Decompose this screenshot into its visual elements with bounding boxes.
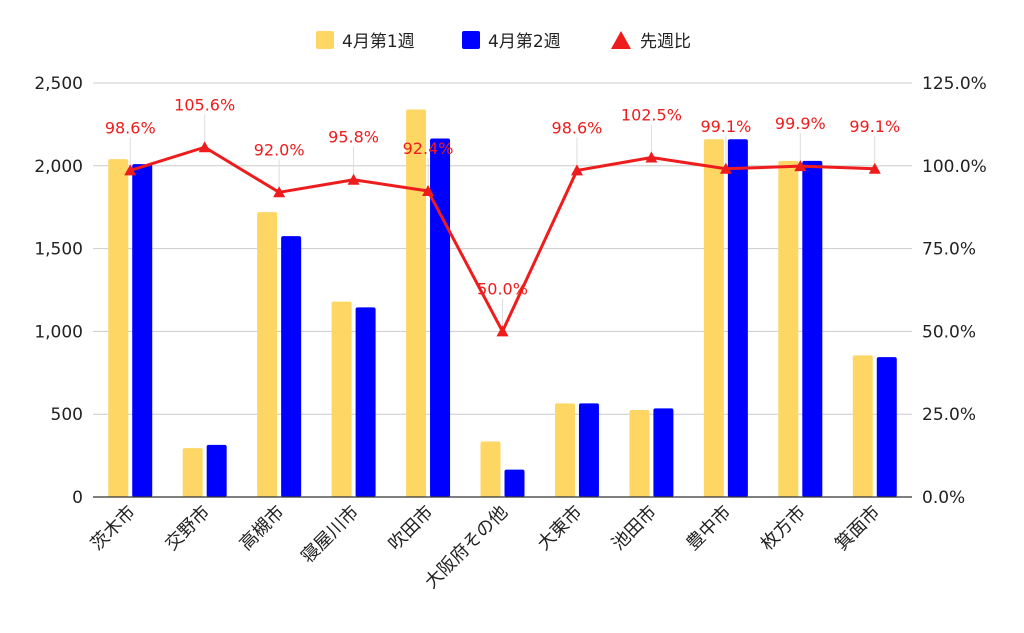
bar-week2 [430,138,451,497]
bar-week1 [480,441,501,497]
axes: 0 0.0% 500 25.0% 1,000 50.0% 1,500 75.0% 2,000 10… [34,74,987,593]
bar-week2 [578,403,599,497]
bar-week1 [852,355,873,497]
bar-week1 [406,109,427,497]
bar-week2 [206,444,227,497]
bar-week1 [554,403,575,497]
legend-label-week2: 4月第2週 [488,32,561,52]
category-label: 池田市 [608,502,661,555]
ratio-point-marker [422,184,435,196]
category-label: 箕面市 [831,502,884,555]
left-axis-tick-label: 1,000 [34,322,83,342]
bar-week2 [504,469,525,497]
ratio-line-series: 98.6% 105.6% 92.0% 95.8% 92.4% 50.0% 98.6% 102.… [105,95,900,337]
legend-swatch-week1 [316,31,334,49]
ratio-data-label: 98.6% [552,118,603,137]
bar-week2 [281,236,302,497]
legend-label-week1: 4月第1週 [342,32,415,52]
bar-week2 [653,408,674,497]
bar-week2 [355,307,376,497]
category-label: 寝屋川市 [297,502,363,568]
bar-week1 [703,139,724,497]
bar-week2 [132,164,153,498]
right-axis-tick-label: 50.0% [922,322,976,342]
category-label: 大東市 [533,502,586,555]
category-label: 茨木市 [87,502,140,555]
ratio-data-label: 50.0% [477,279,528,298]
category-label: 枚方市 [757,502,810,555]
category-label: 交野市 [161,502,214,555]
bar-week1 [629,410,650,497]
ratio-point-marker [868,162,881,174]
bar-week2 [802,160,823,497]
category-label: 豊中市 [682,502,735,555]
left-axis-tick-label: 0 [72,488,83,508]
legend: 4月第1週 4月第2週 先週比 [316,31,691,52]
right-axis-tick-label: 25.0% [922,405,976,425]
ratio-data-label: 92.4% [403,139,454,158]
right-axis-tick-label: 100.0% [922,157,987,177]
ratio-data-label: 102.5% [621,106,682,125]
ratio-data-label: 95.8% [328,128,379,147]
bar-series [108,109,897,498]
ratio-point-marker [719,162,732,174]
ratio-data-label: 99.9% [775,114,826,133]
bar-week1 [108,159,129,497]
bar-week2 [727,139,748,497]
bar-week1 [257,212,278,497]
bar-week1 [182,448,203,497]
category-label: 高槻市 [236,502,289,555]
ratio-point-marker [645,151,658,163]
left-axis-tick-label: 1,500 [34,240,83,260]
legend-swatch-week2 [462,31,480,49]
ratio-data-label: 99.1% [700,117,751,136]
ratio-data-label: 105.6% [174,95,235,114]
ratio-point-marker [794,160,807,172]
ratio-point-marker [273,186,286,198]
left-axis-tick-label: 500 [51,405,83,425]
bar-week1 [778,160,799,497]
right-axis-tick-label: 125.0% [922,74,987,94]
bar-week2 [876,357,897,497]
right-axis-tick-label: 75.0% [922,240,976,260]
ratio-point-marker [198,141,211,153]
left-axis-tick-label: 2,000 [34,157,83,177]
category-label: 吹田市 [385,502,438,555]
ratio-point-marker [496,325,509,337]
ratio-data-label: 99.1% [849,117,900,136]
ratio-data-label: 92.0% [254,140,305,159]
bar-week1 [331,301,352,497]
ratio-point-marker [570,164,583,176]
right-axis-tick-label: 0.0% [922,488,965,508]
legend-triangle-marker [611,31,631,49]
left-axis-tick-label: 2,500 [34,74,83,94]
legend-label-ratio: 先週比 [640,32,691,52]
ratio-point-marker [347,173,360,185]
ratio-point-marker [124,164,137,176]
ratio-data-label: 98.6% [105,118,156,137]
